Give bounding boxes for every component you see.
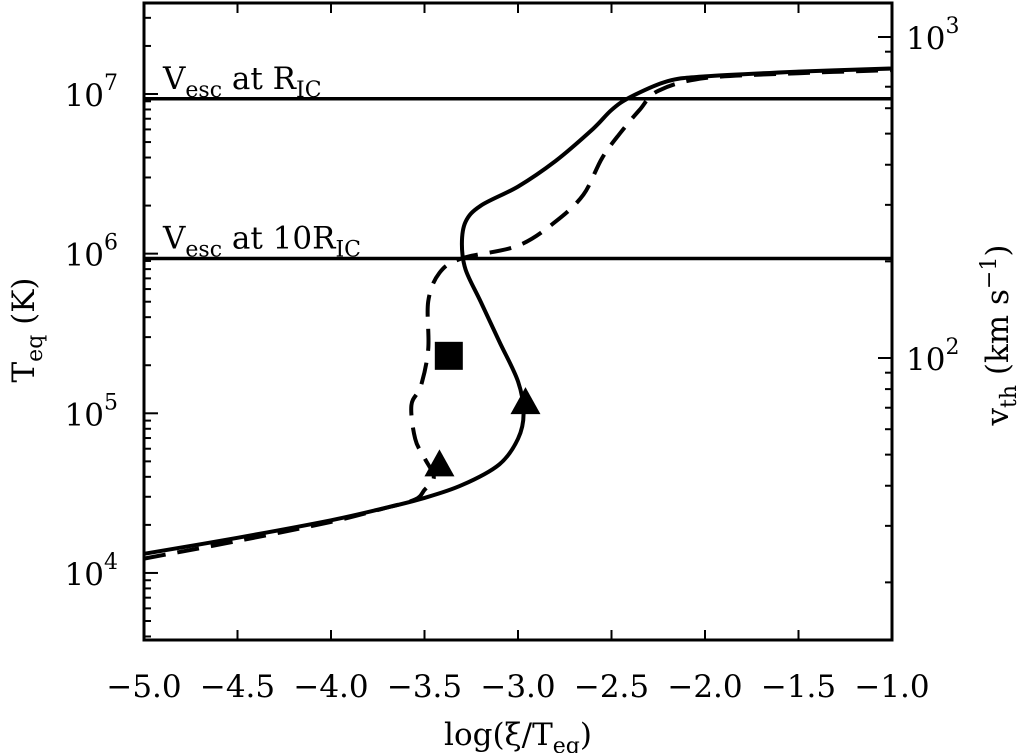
x-tick-label: −1.0 bbox=[854, 669, 929, 705]
solid-curve bbox=[143, 66, 893, 556]
x-tick-label: −3.0 bbox=[480, 669, 555, 705]
x-tick-label: −2.0 bbox=[667, 669, 742, 705]
y-tick-label: 107 bbox=[65, 71, 118, 114]
y-axis-label: Teq (K) bbox=[6, 278, 48, 383]
y-tick-label: 104 bbox=[65, 550, 118, 593]
y-right-tick-label: 103 bbox=[906, 14, 959, 57]
triangle-marker bbox=[510, 387, 541, 415]
x-tick-label: −3.5 bbox=[387, 669, 462, 705]
y-right-axis-label: vth (km s−1) bbox=[977, 245, 1020, 427]
y-tick-label: 105 bbox=[65, 390, 118, 433]
escape-line-label: Vesc at RIC bbox=[162, 61, 322, 103]
x-axis-label: log(ξ/Teq) bbox=[444, 717, 592, 753]
axis-ticks: −5.0 −4.5 −4.0 −3.5 −3.0 −2.5 −2.0 −1.5 −1.0 104 1… bbox=[65, 3, 959, 705]
x-tick-label: −4.5 bbox=[200, 669, 275, 705]
x-tick-label: −2.5 bbox=[574, 669, 649, 705]
x-tick-label: −5.0 bbox=[106, 669, 181, 705]
x-tick-label: −1.5 bbox=[761, 669, 836, 705]
triangle-marker bbox=[424, 449, 455, 477]
dashed-curve bbox=[143, 68, 893, 561]
y-tick-label: 106 bbox=[65, 231, 118, 274]
escape-velocity-lines: Vesc at RIC Vesc at 10RIC bbox=[144, 61, 892, 262]
square-marker bbox=[434, 341, 463, 370]
series-layer bbox=[143, 66, 893, 561]
marker-layer bbox=[424, 341, 541, 477]
y-right-tick-label: 102 bbox=[906, 335, 959, 378]
axis-labels: log(ξ/Teq) Teq (K) vth (km s−1) bbox=[6, 245, 1020, 753]
escape-line-label: Vesc at 10RIC bbox=[162, 220, 361, 262]
x-tick-label: −4.0 bbox=[293, 669, 368, 705]
